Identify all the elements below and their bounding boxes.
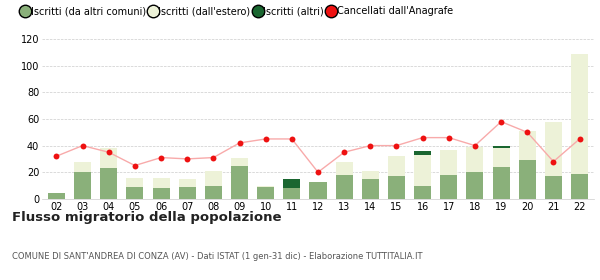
Bar [466,147,484,172]
Bar [440,175,457,199]
Bar [335,162,353,175]
Bar [100,168,117,199]
Bar [493,148,509,167]
Bar [283,188,301,199]
Bar [100,148,117,168]
Point [156,155,166,160]
Bar [414,151,431,155]
Bar [205,171,222,186]
Bar [545,122,562,176]
Bar [127,178,143,187]
Bar [152,178,170,188]
Bar [414,186,431,199]
Text: Flusso migratorio della popolazione: Flusso migratorio della popolazione [12,211,281,224]
Point [235,141,244,145]
Bar [74,172,91,199]
Bar [362,179,379,199]
Bar [127,187,143,199]
Point [523,130,532,135]
Point [261,137,271,141]
Point [287,137,296,141]
Point [209,155,218,160]
Bar [205,186,222,199]
Point [548,159,558,164]
Bar [519,131,536,160]
Point [470,143,480,148]
Bar [335,175,353,199]
Bar [179,179,196,187]
Bar [414,155,431,186]
Bar [257,187,274,199]
Bar [231,165,248,199]
Bar [152,188,170,199]
Bar [48,193,65,199]
Bar [466,172,484,199]
Bar [257,186,274,187]
Bar [440,150,457,175]
Bar [519,160,536,199]
Point [78,143,88,148]
Point [575,137,584,141]
Bar [388,156,405,176]
Point [130,163,140,168]
Bar [388,176,405,199]
Legend: Iscritti (da altri comuni), Iscritti (dall'estero), Iscritti (altri), Cancellati: Iscritti (da altri comuni), Iscritti (da… [23,6,452,16]
Bar [545,176,562,199]
Bar [74,162,91,172]
Text: COMUNE DI SANT'ANDREA DI CONZA (AV) - Dati ISTAT (1 gen-31 dic) - Elaborazione T: COMUNE DI SANT'ANDREA DI CONZA (AV) - Da… [12,252,422,261]
Point [313,170,323,174]
Point [418,136,427,140]
Point [340,150,349,155]
Point [104,150,113,155]
Bar [310,181,326,199]
Point [392,143,401,148]
Bar [283,179,301,188]
Bar [571,54,588,174]
Point [182,157,192,161]
Bar [179,187,196,199]
Bar [571,174,588,199]
Bar [493,146,509,148]
Point [444,136,454,140]
Bar [362,171,379,179]
Point [365,143,375,148]
Point [52,154,61,158]
Point [496,120,506,124]
Bar [231,158,248,165]
Bar [493,167,509,199]
